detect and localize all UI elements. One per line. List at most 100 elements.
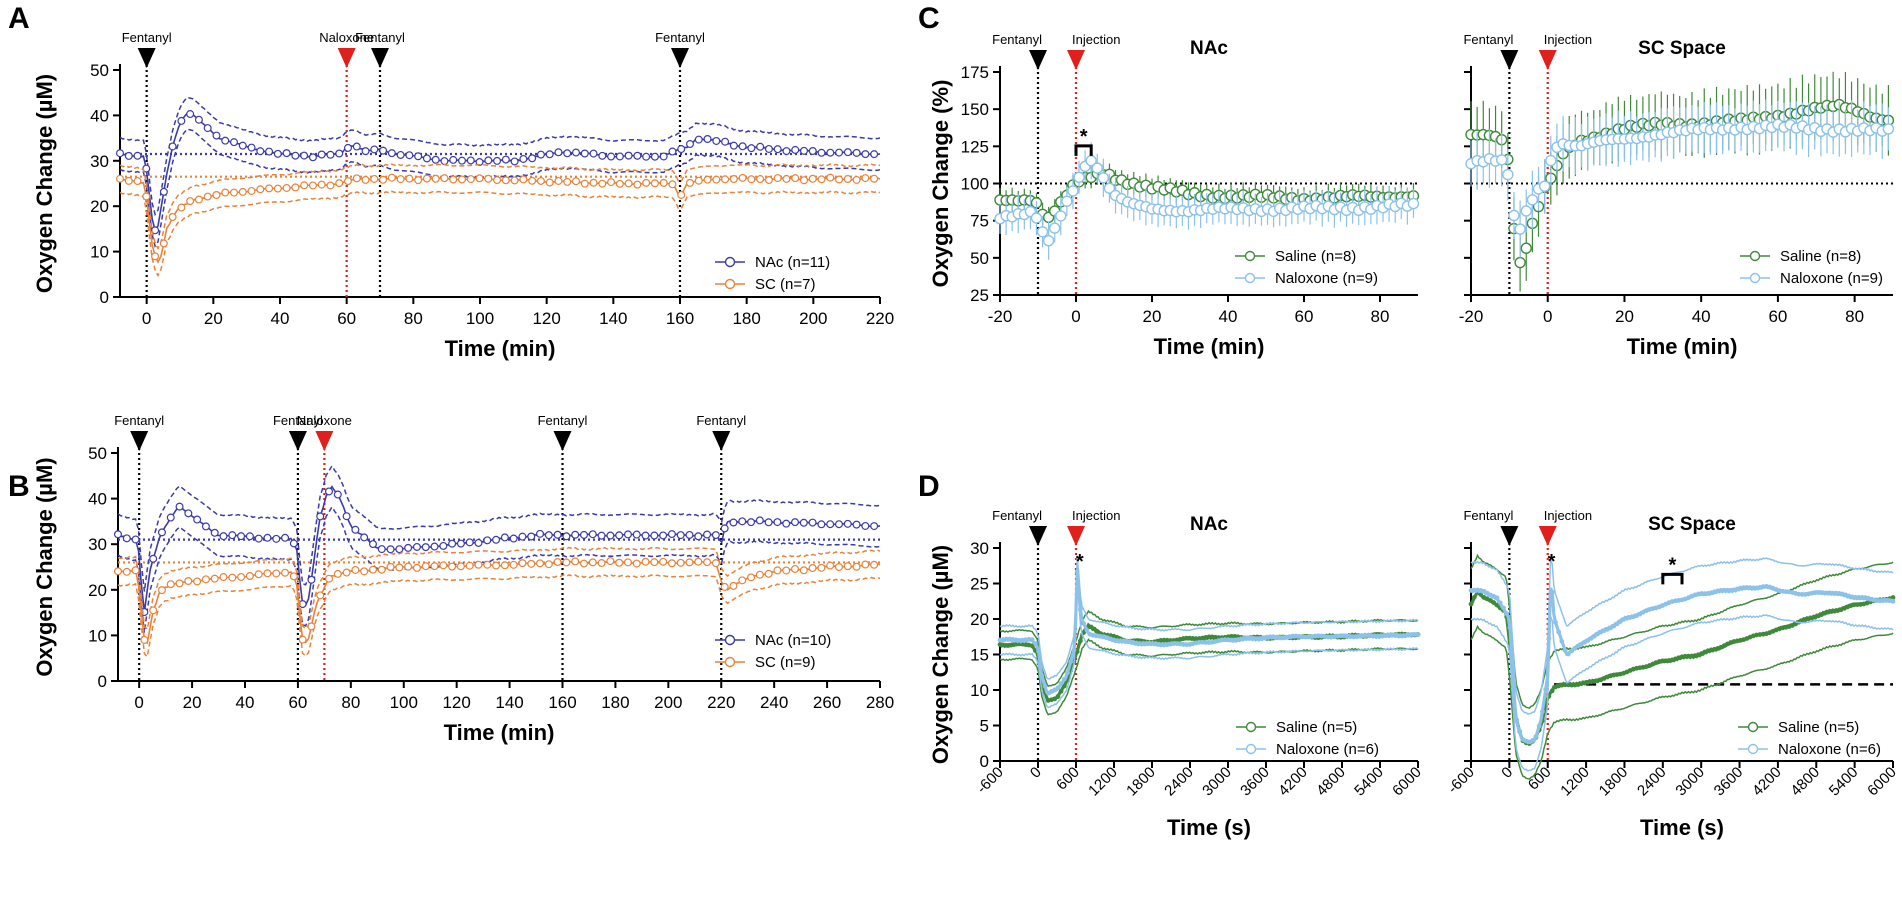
x-tick-label: 4200 bbox=[1749, 764, 1785, 800]
data-point bbox=[396, 150, 405, 159]
data-point bbox=[404, 543, 413, 552]
event-label: Fentanyl bbox=[992, 32, 1042, 47]
data-point bbox=[230, 138, 239, 147]
data-point bbox=[1049, 222, 1061, 234]
data-point bbox=[1559, 638, 1565, 644]
data-point bbox=[219, 573, 228, 582]
data-point bbox=[1052, 696, 1058, 702]
data-point bbox=[177, 203, 186, 212]
data-point bbox=[685, 530, 694, 539]
legend-marker-icon bbox=[1747, 721, 1759, 733]
error-band-upper bbox=[1470, 557, 1894, 715]
legend-label: Naloxone (n=6) bbox=[1778, 741, 1881, 758]
panel-letter-d: D bbox=[918, 470, 940, 503]
significance-bracket bbox=[1661, 572, 1684, 585]
data-point bbox=[712, 175, 721, 184]
data-point bbox=[817, 175, 826, 184]
data-point bbox=[379, 146, 388, 155]
data-point bbox=[1617, 619, 1623, 624]
data-point bbox=[598, 151, 607, 160]
data-point bbox=[1097, 172, 1110, 184]
data-point bbox=[483, 560, 492, 569]
x-tick-label: -600 bbox=[1445, 764, 1478, 797]
y-axis-title: Oxygen Change (%) bbox=[928, 80, 953, 288]
data-point bbox=[1036, 226, 1049, 238]
data-point bbox=[545, 178, 554, 187]
data-point bbox=[703, 558, 712, 567]
event-arrow-icon bbox=[315, 431, 334, 451]
error-band-lower bbox=[119, 190, 881, 278]
panel-letter-c: C bbox=[918, 2, 940, 35]
data-point bbox=[597, 559, 606, 568]
legend-label: Saline (n=5) bbox=[1778, 719, 1859, 736]
data-point bbox=[1572, 645, 1578, 651]
data-point bbox=[465, 538, 474, 547]
data-point bbox=[133, 151, 142, 160]
event-arrow-icon bbox=[712, 431, 731, 451]
legend-label: Saline (n=8) bbox=[1780, 248, 1861, 265]
data-point bbox=[677, 145, 686, 154]
data-point bbox=[247, 143, 256, 152]
data-point bbox=[184, 509, 193, 518]
data-point bbox=[509, 560, 518, 569]
data-point bbox=[755, 516, 764, 525]
data-point bbox=[1585, 638, 1591, 643]
x-tick-label: 140 bbox=[495, 693, 523, 712]
data-point bbox=[1068, 659, 1074, 664]
data-point bbox=[1530, 738, 1536, 743]
panel-letter-b: B bbox=[8, 470, 30, 503]
y-axis-title: Oxygen Change (µM) bbox=[32, 74, 57, 293]
data-point bbox=[870, 174, 879, 183]
data-point bbox=[245, 532, 254, 541]
x-tick-label: 60 bbox=[1295, 307, 1314, 326]
data-point bbox=[1087, 624, 1093, 630]
data-point bbox=[826, 520, 835, 529]
data-point bbox=[694, 135, 703, 144]
data-point bbox=[361, 147, 370, 156]
data-point bbox=[317, 150, 326, 159]
data-point bbox=[122, 567, 131, 576]
legend-label: Naloxone (n=9) bbox=[1780, 270, 1883, 287]
data-point bbox=[729, 581, 738, 590]
data-point bbox=[1042, 234, 1055, 247]
data-point bbox=[300, 181, 309, 190]
x-tick-label: 180 bbox=[601, 693, 629, 712]
data-point bbox=[544, 560, 553, 569]
x-tick-label: 220 bbox=[866, 309, 894, 328]
event-label: Injection bbox=[1072, 508, 1120, 523]
data-point bbox=[799, 146, 808, 155]
event-arrow-icon bbox=[130, 431, 149, 451]
data-point bbox=[1471, 595, 1477, 600]
data-point bbox=[861, 150, 870, 159]
data-point bbox=[747, 144, 756, 153]
legend-label: SC (n=7) bbox=[755, 276, 815, 293]
significance-star: * bbox=[1080, 126, 1088, 148]
data-point bbox=[563, 177, 572, 186]
y-tick-label: 15 bbox=[970, 646, 989, 665]
data-point bbox=[799, 176, 808, 185]
x-tick-label: 0 bbox=[1543, 307, 1552, 326]
data-point bbox=[256, 147, 265, 156]
data-point bbox=[368, 565, 377, 574]
y-tick-label: 125 bbox=[961, 137, 989, 156]
data-point bbox=[650, 558, 659, 567]
data-point bbox=[308, 181, 317, 190]
data-point bbox=[641, 557, 650, 566]
data-point bbox=[168, 212, 177, 221]
event-label: Naloxone bbox=[319, 30, 374, 45]
data-point bbox=[414, 152, 423, 161]
data-point bbox=[571, 557, 580, 566]
data-point bbox=[333, 569, 342, 578]
data-point bbox=[791, 145, 800, 154]
series-naloxone bbox=[1465, 99, 1895, 258]
data-point bbox=[579, 559, 588, 568]
legend-marker-icon bbox=[724, 278, 736, 290]
data-point bbox=[448, 562, 457, 571]
data-point bbox=[493, 176, 502, 185]
x-tick-label: 3000 bbox=[1672, 764, 1708, 800]
data-point bbox=[703, 134, 712, 143]
y-tick-label: 30 bbox=[88, 535, 107, 554]
event-arrow-icon bbox=[553, 431, 572, 451]
data-point bbox=[1502, 168, 1514, 181]
data-point bbox=[528, 154, 537, 163]
